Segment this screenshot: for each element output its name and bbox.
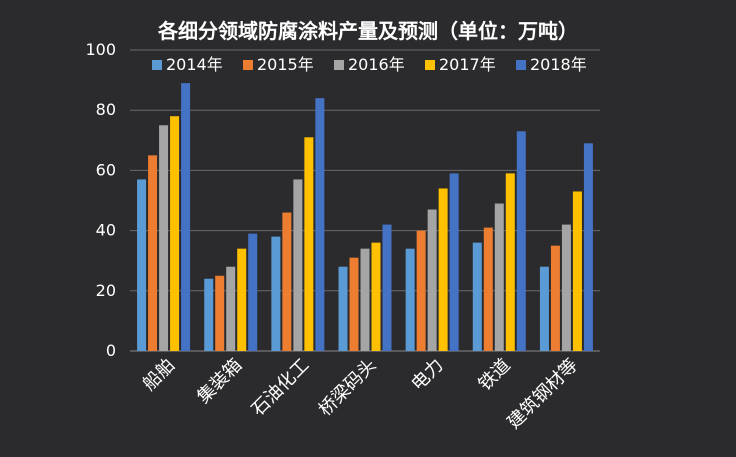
x-tick-label: 集装箱 <box>193 355 246 408</box>
y-tick-label: 80 <box>96 100 116 119</box>
legend-label: 2016年 <box>348 55 405 74</box>
bar <box>405 248 415 351</box>
bar <box>204 278 214 351</box>
legend-label: 2014年 <box>166 55 223 74</box>
y-tick-label: 20 <box>96 281 116 300</box>
bar <box>438 188 448 351</box>
bar <box>315 98 325 351</box>
bar <box>226 266 236 351</box>
y-tick-label: 100 <box>85 40 116 59</box>
bar <box>360 248 370 351</box>
bar <box>494 203 504 351</box>
bar <box>561 224 571 351</box>
bar <box>271 236 281 351</box>
y-axis-ticks: 0 20 40 60 80 100 <box>85 40 116 360</box>
legend-item: 2017年 <box>425 55 496 74</box>
bar <box>148 155 158 351</box>
bar <box>181 83 191 352</box>
bar <box>237 248 247 351</box>
bar <box>472 242 482 351</box>
bar <box>215 275 225 351</box>
bar <box>516 131 526 351</box>
bar <box>583 143 593 351</box>
legend-swatch <box>243 60 253 70</box>
bars <box>137 83 593 352</box>
y-tick-label: 60 <box>96 160 116 179</box>
bar <box>427 209 437 351</box>
bar <box>304 137 314 351</box>
chart-title: 各细分领域防腐涂料产量及预测（单位：万吨） <box>157 19 578 43</box>
legend-item: 2016年 <box>334 55 405 74</box>
legend-label: 2015年 <box>257 55 314 74</box>
x-tick-label: 电力 <box>407 355 447 395</box>
x-tick-label: 桥梁码头 <box>315 355 381 421</box>
legend-swatch <box>334 60 344 70</box>
legend-swatch <box>425 60 435 70</box>
legend-item: 2014年 <box>152 55 223 74</box>
bar <box>416 230 426 351</box>
bar <box>293 179 303 351</box>
bar <box>505 173 515 351</box>
bar <box>572 191 582 351</box>
y-tick-label: 40 <box>96 221 116 240</box>
bar <box>539 266 549 351</box>
bar <box>483 227 493 351</box>
bar <box>382 224 392 351</box>
legend-label: 2018年 <box>530 55 587 74</box>
bar <box>338 266 348 351</box>
legend-swatch <box>516 60 526 70</box>
bar <box>550 245 560 351</box>
bar <box>248 233 258 351</box>
legend-item: 2015年 <box>243 55 314 74</box>
x-tick-label: 铁道 <box>475 355 515 395</box>
legend: 2014年 2015年 2016年 2017年 2018年 <box>152 55 587 74</box>
bar <box>282 212 292 351</box>
bar <box>371 242 381 351</box>
y-tick-label: 0 <box>106 341 116 360</box>
legend-label: 2017年 <box>439 55 496 74</box>
x-tick-label: 船舶 <box>139 355 179 395</box>
bar <box>159 125 169 351</box>
x-tick-label: 石油化工 <box>248 355 314 421</box>
bar <box>137 179 147 351</box>
legend-swatch <box>152 60 162 70</box>
bar <box>170 116 180 351</box>
bar <box>449 173 459 351</box>
x-tick-label: 建筑钢材等 <box>503 355 581 433</box>
legend-item: 2018年 <box>516 55 587 74</box>
bar <box>349 257 359 351</box>
